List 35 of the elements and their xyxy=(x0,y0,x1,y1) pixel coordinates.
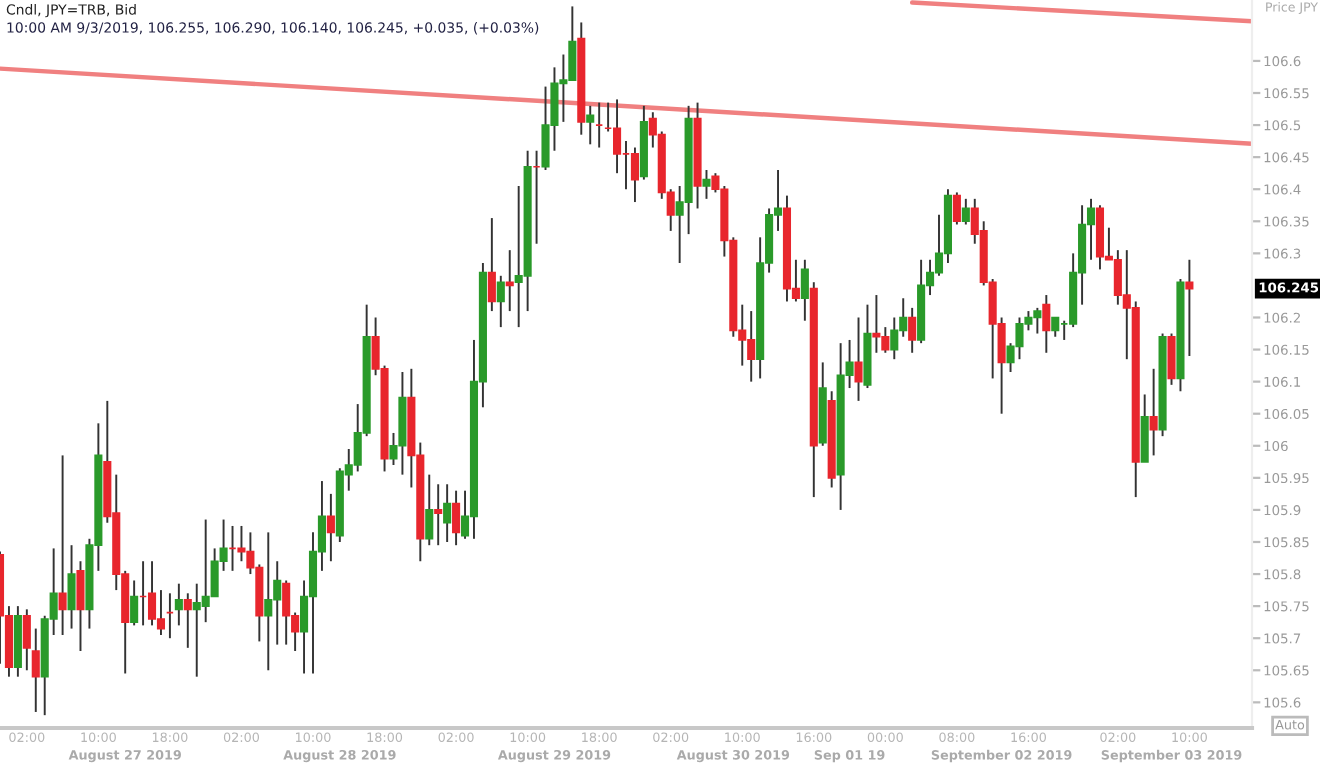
candlestick xyxy=(952,191,961,226)
candlestick xyxy=(425,473,434,547)
candlestick xyxy=(156,589,166,636)
candlestick xyxy=(1149,367,1158,457)
candlestick xyxy=(496,274,505,329)
candlestick xyxy=(613,98,622,175)
candlestick xyxy=(452,489,461,547)
candlestick xyxy=(800,258,809,322)
candlestick xyxy=(183,592,192,649)
candlestick xyxy=(890,316,899,361)
candlestick xyxy=(147,560,157,627)
candlestick xyxy=(1051,316,1060,338)
candlestick xyxy=(1140,393,1149,463)
candlestick xyxy=(702,169,711,200)
candlestick xyxy=(1185,258,1194,357)
candlestick xyxy=(326,492,335,563)
candlestick xyxy=(22,608,31,672)
candlestick xyxy=(130,579,139,627)
candlestick xyxy=(586,104,595,146)
candlestick xyxy=(1167,332,1176,386)
candlestick xyxy=(505,249,514,313)
candlestick xyxy=(487,217,496,313)
candlestick xyxy=(1042,294,1051,354)
candlestick xyxy=(872,294,881,354)
candlestick xyxy=(630,146,639,204)
candlestick xyxy=(434,483,443,547)
candlestick xyxy=(58,454,67,636)
candlestick xyxy=(961,197,970,226)
candlestick xyxy=(264,531,273,672)
candlestick xyxy=(174,582,183,627)
candlestick xyxy=(31,627,40,713)
candlestick xyxy=(908,306,917,354)
candlestick xyxy=(854,316,863,402)
candlestick xyxy=(443,483,452,543)
candlestick xyxy=(282,579,291,646)
